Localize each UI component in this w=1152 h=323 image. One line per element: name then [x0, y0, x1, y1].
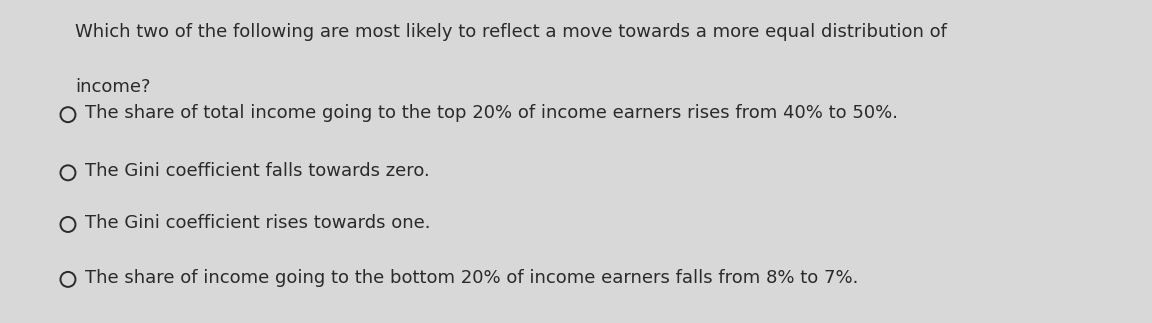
Text: income?: income?	[75, 78, 151, 96]
Text: Which two of the following are most likely to reflect a move towards a more equa: Which two of the following are most like…	[75, 23, 947, 41]
Text: The Gini coefficient falls towards zero.: The Gini coefficient falls towards zero.	[85, 162, 430, 180]
Text: The share of income going to the bottom 20% of income earners falls from 8% to 7: The share of income going to the bottom …	[85, 269, 858, 287]
Text: The Gini coefficient rises towards one.: The Gini coefficient rises towards one.	[85, 214, 431, 232]
Text: The share of total income going to the top 20% of income earners rises from 40% : The share of total income going to the t…	[85, 104, 899, 122]
